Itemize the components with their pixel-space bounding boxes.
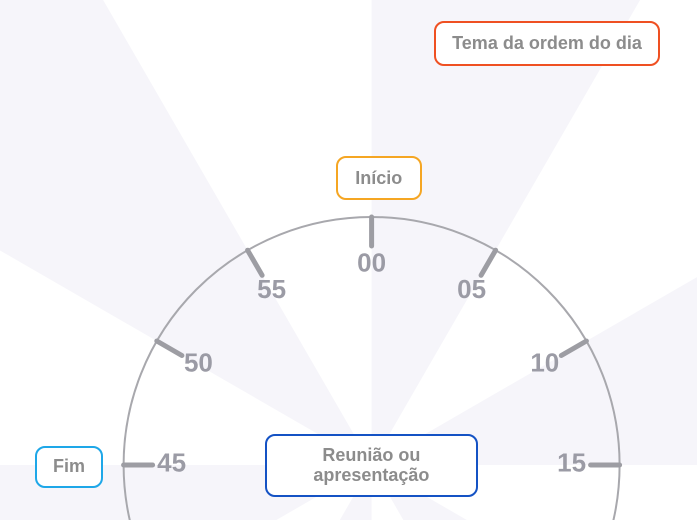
svg-text:05: 05: [457, 274, 486, 304]
svg-text:50: 50: [184, 347, 213, 377]
svg-text:15: 15: [557, 447, 586, 477]
svg-text:00: 00: [357, 247, 386, 277]
svg-text:55: 55: [257, 274, 286, 304]
svg-text:45: 45: [157, 447, 186, 477]
svg-text:10: 10: [530, 347, 559, 377]
